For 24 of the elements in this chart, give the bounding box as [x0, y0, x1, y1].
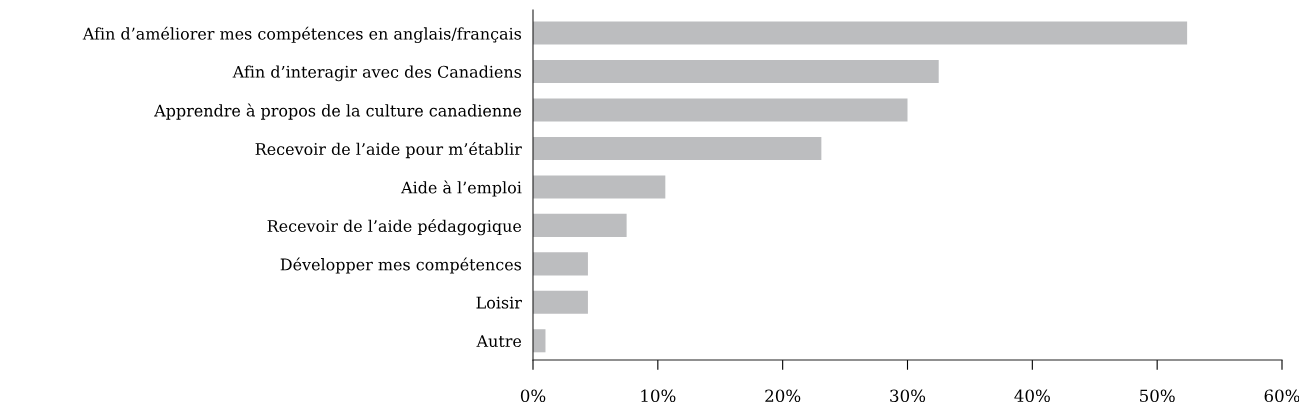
bar: [533, 252, 588, 276]
x-tick-label: 10%: [641, 389, 676, 403]
y-tick-label: Afin d’interagir avec des Canadiens: [232, 65, 522, 82]
bar: [533, 98, 908, 122]
y-tick-label: Apprendre à propos de la culture canadienne: [154, 103, 522, 120]
x-tick-label: 20%: [765, 389, 801, 403]
bar: [533, 60, 939, 84]
bar: [533, 175, 666, 199]
x-tick-label: 60%: [1264, 389, 1299, 403]
y-tick-label: Recevoir de l’aide pédagogique: [267, 219, 522, 236]
x-tick-label: 30%: [890, 389, 926, 403]
y-tick-label: Loisir: [476, 296, 522, 309]
y-tick-label: Développer mes compétences: [280, 257, 522, 274]
bar: [533, 213, 627, 237]
bar: [533, 290, 588, 314]
y-tick-label: Recevoir de l’aide pour m’établir: [255, 142, 522, 159]
x-tick-label: 0%: [520, 389, 546, 403]
y-tick-label: Afin d’améliorer mes compétences en anglais/français: [82, 26, 522, 44]
x-tick-label: 40%: [1014, 389, 1050, 403]
x-tick-label: 50%: [1140, 389, 1175, 403]
bar: [533, 21, 1188, 45]
y-tick-label: Autre: [476, 335, 522, 348]
y-tick-label: Aide à l’emploi: [400, 180, 522, 197]
bar: [533, 136, 822, 160]
